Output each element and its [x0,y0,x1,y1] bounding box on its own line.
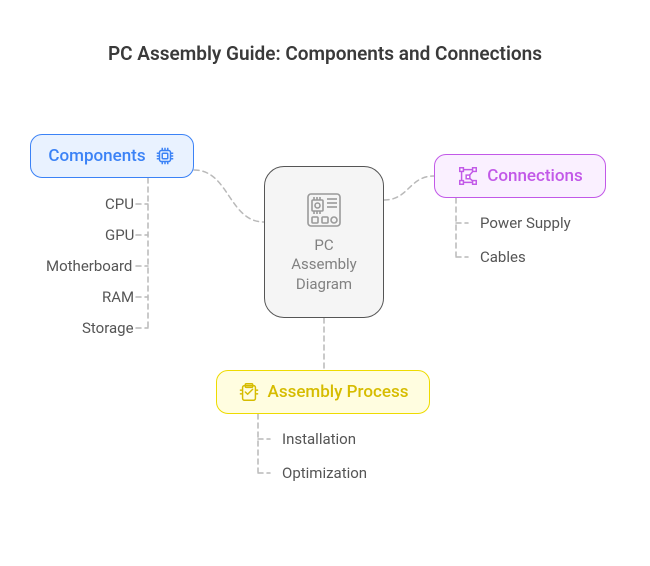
central-node: PCAssemblyDiagram [264,166,384,318]
connections-node: Connections [434,154,606,198]
motherboard-icon [304,190,344,230]
page-title: PC Assembly Guide: Components and Connec… [0,42,650,65]
clipboard-icon [238,381,260,403]
connections-item: Power Supply [480,214,571,232]
chip-icon [154,145,176,167]
central-label: PCAssemblyDiagram [291,236,357,295]
assembly-item: Installation [282,430,356,448]
components-label: Components [48,146,145,166]
assembly-item: Optimization [282,464,367,482]
connections-label: Connections [487,166,583,186]
components-item: RAM [102,288,134,306]
assembly-label: Assembly Process [268,382,409,402]
components-item: GPU [105,226,134,244]
components-item: Storage [82,319,134,337]
assembly-node: Assembly Process [216,370,430,414]
components-node: Components [30,134,194,178]
link-shape-icon [457,165,479,187]
components-item: CPU [105,195,134,213]
components-item: Motherboard [46,257,132,275]
connections-item: Cables [480,248,526,266]
